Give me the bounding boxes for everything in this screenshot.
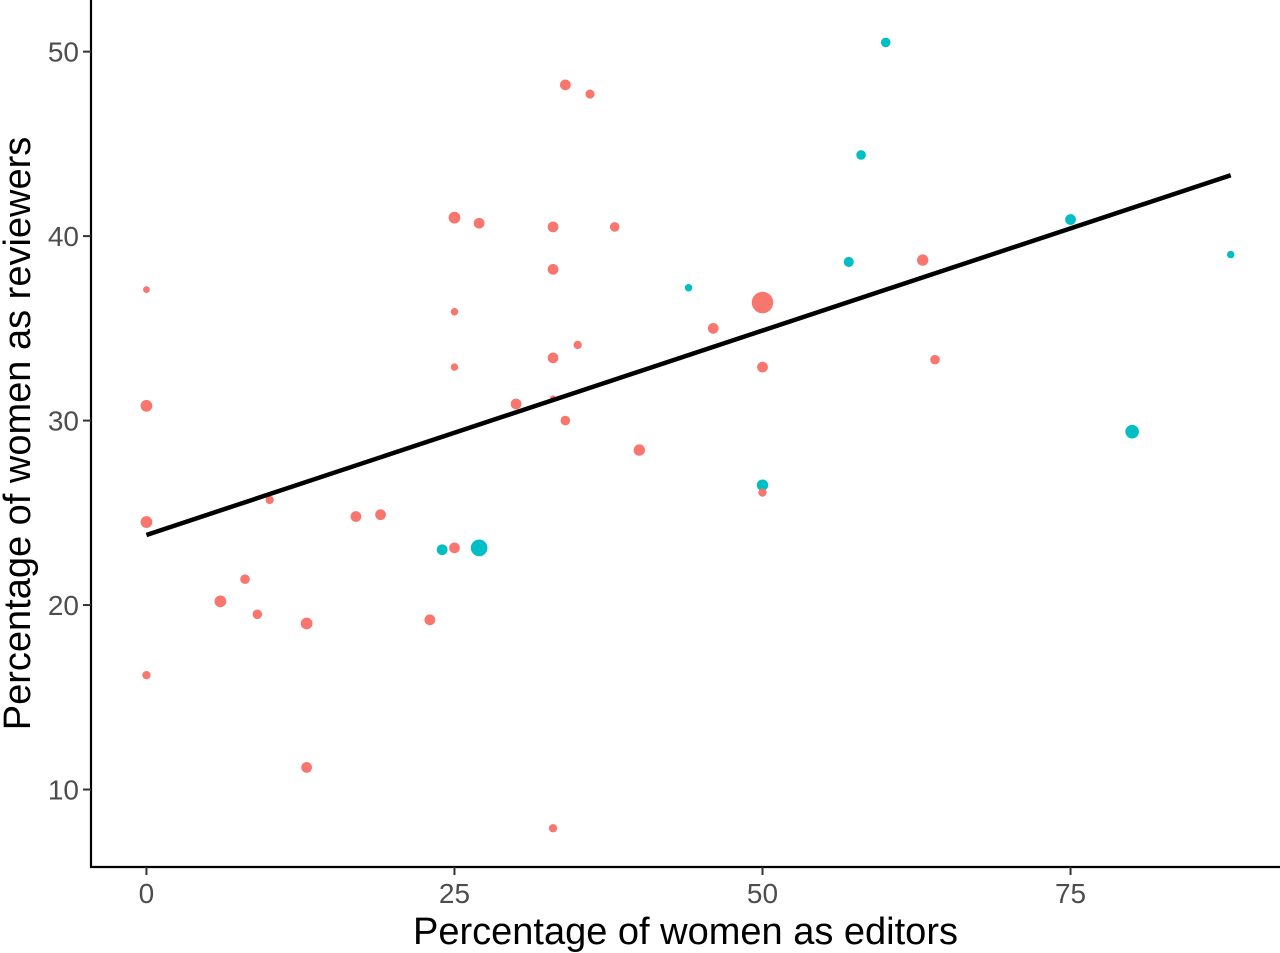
- data-point: [684, 284, 693, 292]
- data-point: [1125, 424, 1139, 439]
- data-point: [140, 516, 153, 528]
- data-point: [757, 361, 768, 373]
- data-point: [301, 762, 313, 773]
- x-ticks: 0 25 50 75: [139, 867, 1086, 909]
- data-point: [547, 221, 559, 233]
- data-point: [143, 286, 150, 294]
- data-point: [880, 37, 891, 48]
- data-point: [930, 354, 940, 365]
- data-point: [450, 308, 459, 316]
- data-point: [547, 352, 559, 364]
- data-point: [856, 150, 866, 160]
- y-axis-title: Percentage of women as reviewers: [0, 137, 39, 731]
- data-point: [1065, 214, 1076, 225]
- data-point: [470, 539, 488, 557]
- data-point: [375, 509, 386, 521]
- data-point: [240, 574, 250, 585]
- data-point: [450, 363, 459, 371]
- data-point: [916, 254, 929, 266]
- y-tick-label: 20: [48, 590, 79, 621]
- y-tick-label: 10: [48, 775, 79, 806]
- data-point: [449, 542, 460, 554]
- data-point: [1226, 250, 1235, 259]
- data-point: [300, 617, 313, 630]
- x-tick-label: 75: [1055, 878, 1086, 909]
- data-point: [560, 415, 571, 426]
- data-point: [252, 609, 263, 620]
- data-point: [756, 479, 769, 491]
- data-point: [448, 211, 461, 224]
- y-ticks: 10 20 30 40 50: [48, 37, 91, 806]
- data-point: [573, 340, 582, 350]
- data-point: [633, 444, 645, 456]
- data-point: [609, 222, 620, 232]
- points-layer: [140, 37, 1235, 833]
- data-point: [585, 89, 595, 99]
- data-point: [751, 291, 774, 314]
- data-point: [436, 544, 448, 556]
- data-point: [547, 263, 559, 275]
- data-point: [843, 256, 854, 267]
- y-tick-label: 40: [48, 221, 79, 252]
- data-point: [548, 824, 558, 833]
- trend-line: [145, 173, 1232, 538]
- data-point: [214, 595, 227, 608]
- data-point: [758, 488, 767, 497]
- x-tick-label: 25: [439, 878, 470, 909]
- data-point: [510, 398, 522, 410]
- data-point: [424, 614, 436, 626]
- data-point: [473, 217, 485, 229]
- data-point: [707, 322, 719, 334]
- data-point: [142, 670, 151, 680]
- x-axis-title: Percentage of women as editors: [413, 911, 958, 953]
- y-tick-label: 50: [48, 37, 79, 68]
- y-tick-label: 30: [48, 406, 79, 437]
- x-tick-label: 0: [139, 878, 155, 909]
- data-point: [559, 79, 571, 91]
- data-point: [140, 399, 153, 412]
- x-tick-label: 50: [747, 878, 778, 909]
- data-point: [265, 495, 274, 505]
- data-point: [350, 511, 362, 522]
